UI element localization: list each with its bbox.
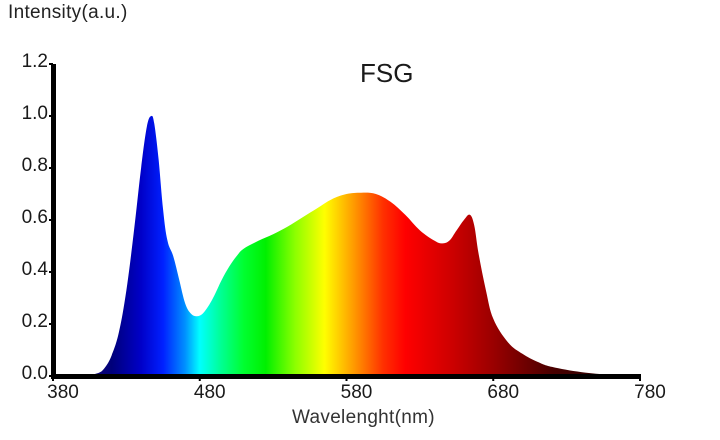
x-tick-label: 380 (47, 382, 79, 403)
x-tick-label: 680 (487, 382, 520, 403)
y-tick-label: 0.8 (21, 155, 48, 176)
x-tick-label: 780 (634, 382, 666, 403)
y-tick-label: 0.6 (21, 207, 48, 228)
x-axis-ticks (52, 376, 641, 381)
y-axis-label: Intensity(a.u.) (8, 2, 128, 23)
y-axis-ticks (49, 63, 53, 377)
y-tick-label: 1.2 (21, 51, 48, 72)
spectrum-area (82, 115, 641, 376)
y-tick-label: 0.0 (21, 363, 48, 384)
y-tick-label: 1.0 (21, 103, 48, 124)
chart-title: FSG (360, 58, 414, 88)
x-tick-label: 580 (340, 382, 373, 403)
x-axis-label: Wavelenght(nm) (292, 407, 435, 428)
x-tick-label: 480 (193, 382, 226, 403)
y-tick-label: 0.4 (21, 259, 48, 280)
y-tick-label: 0.2 (21, 311, 48, 332)
